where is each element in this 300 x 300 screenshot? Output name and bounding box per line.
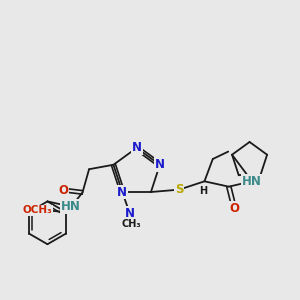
Text: O: O: [229, 202, 239, 214]
Text: N: N: [117, 185, 127, 199]
Text: OCH₃: OCH₃: [22, 205, 52, 215]
Text: HN: HN: [61, 200, 81, 213]
Text: HN: HN: [242, 175, 262, 188]
Text: N: N: [155, 158, 165, 171]
Text: O: O: [58, 184, 68, 196]
Text: N: N: [132, 141, 142, 154]
Text: CH₃: CH₃: [122, 219, 141, 229]
Text: H: H: [199, 186, 207, 196]
Text: S: S: [175, 183, 183, 196]
Text: N: N: [125, 207, 135, 220]
